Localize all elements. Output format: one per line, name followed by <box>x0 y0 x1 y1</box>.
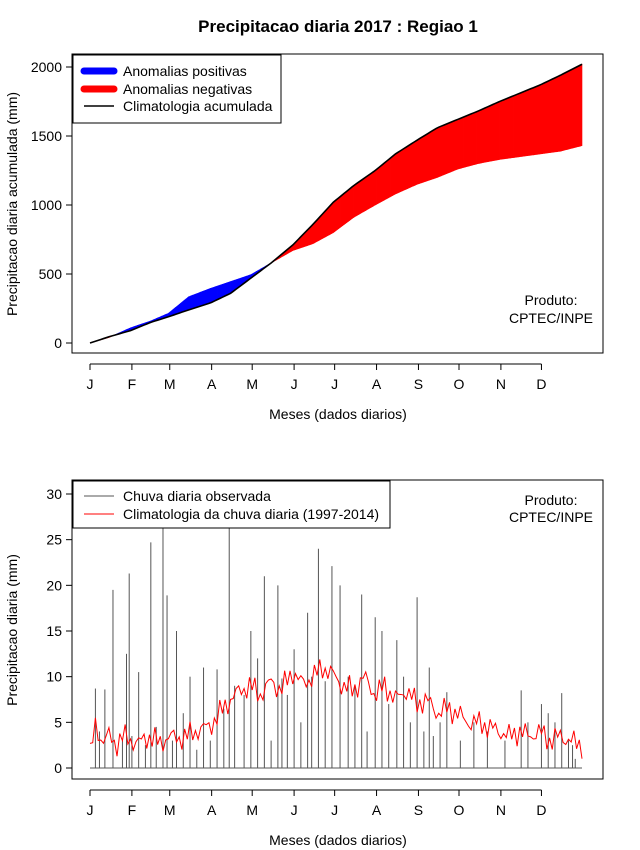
y-tick-label: 10 <box>46 669 62 685</box>
y-tick-label: 30 <box>46 486 62 502</box>
x-tick-label: N <box>496 802 506 818</box>
credit-source: CPTEC/INPE <box>509 509 593 525</box>
climatology-cumulative-line <box>89 63 583 344</box>
credit-source: CPTEC/INPE <box>509 310 593 326</box>
x-tick-label: J <box>291 802 298 818</box>
y-tick-label: 1000 <box>31 197 62 213</box>
x-tick-label: O <box>454 802 465 818</box>
y-tick-label: 2000 <box>31 59 62 75</box>
x-tick-label: N <box>496 376 506 392</box>
x-tick-label: O <box>454 376 465 392</box>
chart-title: Precipitacao diaria 2017 : Regiao 1 <box>198 17 478 36</box>
x-tick-label: A <box>372 802 382 818</box>
y-tick-label: 0 <box>54 335 62 351</box>
x-tick-label: J <box>87 802 94 818</box>
y-tick-label: 5 <box>54 714 62 730</box>
credit-label: Produto: <box>525 492 578 508</box>
legend-label-positive: Anomalias positivas <box>123 63 247 79</box>
y-axis-label: Precipitacao diaria (mm) <box>4 554 20 706</box>
legend: Chuva diaria observada Climatologia da c… <box>72 480 391 529</box>
daily-panel: 0 5 10 15 20 25 30 J F M A M J J A S O N D Meses (dados d… <box>4 479 604 848</box>
x-tick-label: F <box>128 376 137 392</box>
observed-daily-bars <box>94 521 576 768</box>
legend-label-negative: Anomalias negativas <box>123 81 252 97</box>
x-tick-label: M <box>164 802 176 818</box>
y-tick-label: 25 <box>46 532 62 548</box>
x-tick-label: S <box>414 376 423 392</box>
x-tick-label: D <box>536 802 546 818</box>
legend-label-observed: Chuva diaria observada <box>123 488 271 504</box>
x-tick-label: J <box>331 376 338 392</box>
cumulative-panel: 0 500 1000 1500 2000 J F M A M J J A S O N D Meses (dad… <box>4 53 604 422</box>
x-tick-label: A <box>372 376 382 392</box>
x-tick-label: M <box>246 376 258 392</box>
x-tick-label: J <box>291 376 298 392</box>
credit-label: Produto: <box>525 292 578 308</box>
legend: Anomalias positivas Anomalias negativas … <box>72 54 282 124</box>
y-tick-label: 500 <box>39 266 63 282</box>
x-tick-label: F <box>128 802 137 818</box>
x-tick-label: J <box>331 802 338 818</box>
y-tick-label: 20 <box>46 577 62 593</box>
y-axis: 0 500 1000 1500 2000 <box>31 59 73 351</box>
legend-box <box>72 480 391 529</box>
negative-anomaly-segment <box>580 63 583 147</box>
y-tick-label: 1500 <box>31 128 62 144</box>
x-tick-label: M <box>164 376 176 392</box>
x-tick-label: D <box>536 376 546 392</box>
x-axis-label: Meses (dados diarios) <box>269 406 407 422</box>
legend-label-climatology: Climatologia acumulada <box>123 98 273 114</box>
x-tick-label: J <box>87 376 94 392</box>
climatology-daily-line <box>89 659 583 759</box>
y-tick-label: 0 <box>54 760 62 776</box>
legend-label-climatology: Climatologia da chuva diaria (1997-2014) <box>123 506 379 522</box>
x-tick-label: S <box>414 802 423 818</box>
x-tick-label: M <box>246 802 258 818</box>
y-axis-label: Precipitacao diaria acumulada (mm) <box>4 92 20 316</box>
x-tick-label: A <box>207 802 217 818</box>
y-tick-label: 15 <box>46 623 62 639</box>
x-axis-label: Meses (dados diarios) <box>269 832 407 848</box>
x-tick-label: A <box>207 376 217 392</box>
y-axis: 0 5 10 15 20 25 30 <box>46 486 73 776</box>
